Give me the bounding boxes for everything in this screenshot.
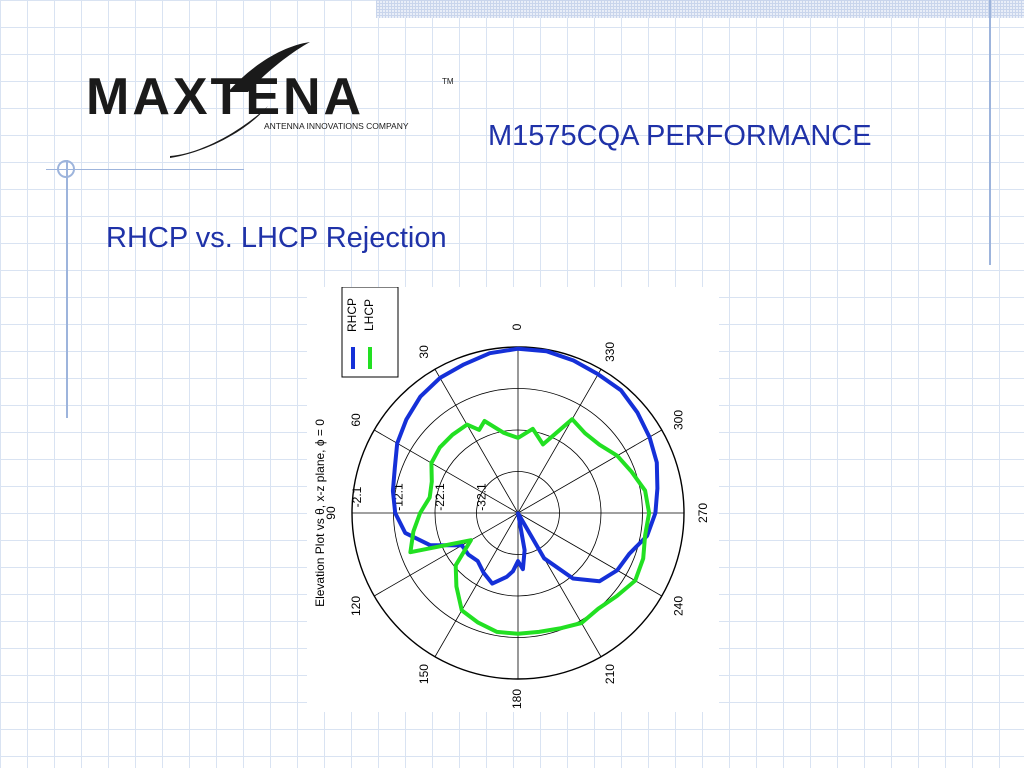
- grid-spoke: [517, 512, 662, 597]
- grid-spoke: [434, 369, 519, 514]
- page-title: M1575CQA PERFORMANCE: [488, 120, 872, 152]
- radial-tick-label: -2.1: [350, 486, 364, 507]
- page-subtitle: RHCP vs. LHCP Rejection: [106, 222, 447, 254]
- series-rhcp-line: [390, 346, 660, 586]
- polar-chart: 0 30 60 90 120 150 180 210 240 270 300 330 -32.1 -22.…: [307, 287, 719, 712]
- angle-tick-label: 210: [603, 664, 617, 684]
- top-pattern-band: [376, 0, 1024, 18]
- angle-tick-label: 150: [417, 664, 431, 684]
- logo-tagline: ANTENNA INNOVATIONS COMPANY: [264, 121, 409, 131]
- angle-tick-label: 330: [603, 342, 617, 362]
- decor-circle: [57, 160, 75, 178]
- angle-tick-label: 120: [349, 596, 363, 616]
- angle-tick-label: 240: [671, 596, 685, 616]
- radial-tick-label: -22.1: [433, 483, 447, 511]
- grid-spoke: [517, 429, 662, 514]
- grid-spoke: [434, 512, 519, 657]
- angle-tick-label: 270: [696, 503, 710, 523]
- grid-spoke: [517, 369, 602, 514]
- angle-tick-label: 60: [349, 413, 363, 427]
- angle-tick-label: 180: [510, 689, 524, 709]
- legend-label-rhcp: RHCP: [345, 298, 359, 332]
- logo-trademark: TM: [442, 77, 454, 86]
- series-lhcp-line: [408, 417, 652, 636]
- legend-label-lhcp: LHCP: [362, 299, 376, 331]
- angle-tick-label: 90: [324, 506, 338, 520]
- logo-swoosh-top: [228, 42, 310, 92]
- axis-title: Elevation Plot vs θ, x-z plane, ϕ = 0: [313, 419, 327, 607]
- angle-tick-label: 300: [671, 410, 685, 430]
- decor-line-right: [989, 0, 991, 265]
- radial-tick-label: -32.1: [475, 483, 489, 511]
- logo-wordmark: MAXTENA: [86, 68, 364, 126]
- angle-tick-label: 30: [417, 345, 431, 359]
- decor-line-horizontal: [46, 169, 244, 170]
- angle-tick-label: 0: [510, 323, 524, 330]
- maxtena-logo: MAXTENA ANTENNA INNOVATIONS COMPANY TM: [86, 42, 454, 158]
- grid-spoke: [374, 512, 519, 597]
- decor-line-left: [66, 160, 68, 418]
- polar-chart-svg: 0 30 60 90 120 150 180 210 240 270 300 330 -32.1 -22.…: [313, 287, 710, 709]
